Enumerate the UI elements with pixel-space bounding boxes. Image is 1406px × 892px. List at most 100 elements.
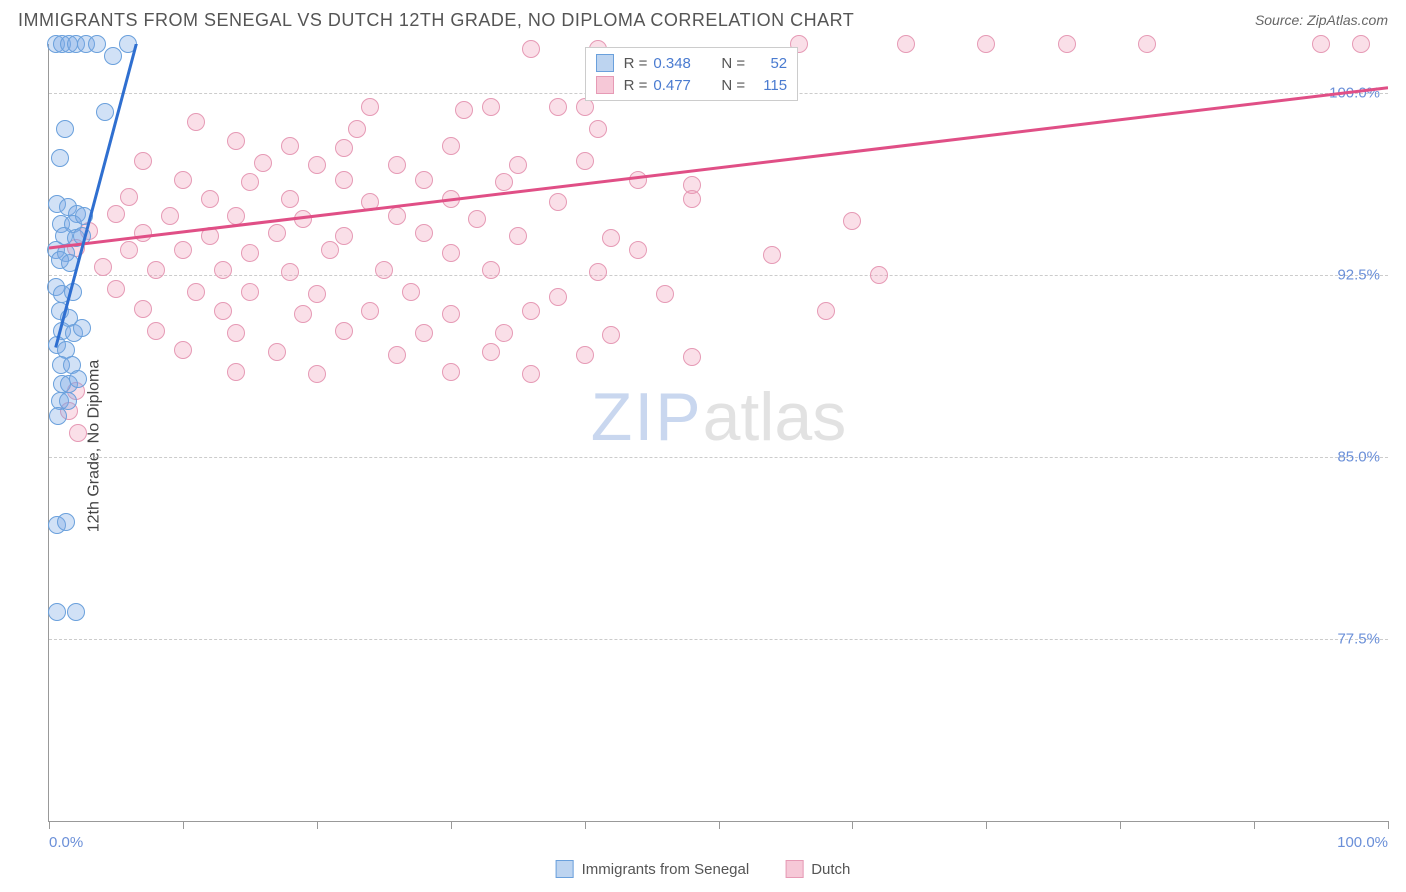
scatter-point-dutch [495,324,513,342]
chart-title: IMMIGRANTS FROM SENEGAL VS DUTCH 12TH GR… [18,10,854,31]
scatter-point-dutch [321,241,339,259]
scatter-point-senegal [75,207,93,225]
scatter-point-senegal [51,149,69,167]
stats-n-label: N = [721,77,745,94]
scatter-point-dutch [589,263,607,281]
scatter-point-senegal [64,283,82,301]
scatter-point-dutch [187,113,205,131]
legend-label-dutch: Dutch [811,861,850,878]
scatter-point-dutch [294,305,312,323]
watermark: ZIPatlas [591,378,846,456]
scatter-point-dutch [549,98,567,116]
scatter-point-dutch [308,365,326,383]
source-name: ZipAtlas.com [1307,12,1388,28]
scatter-point-dutch [629,241,647,259]
scatter-point-dutch [254,154,272,172]
stats-n-value-senegal: 52 [751,55,787,72]
scatter-point-senegal [49,407,67,425]
gridline-h [49,457,1388,458]
scatter-point-dutch [468,210,486,228]
scatter-point-dutch [375,261,393,279]
scatter-point-dutch [415,324,433,342]
scatter-point-dutch [509,227,527,245]
scatter-point-dutch [107,205,125,223]
scatter-point-dutch [134,224,152,242]
scatter-point-senegal [73,227,91,245]
y-tick-label: 85.0% [1337,448,1380,465]
scatter-point-senegal [57,513,75,531]
legend-item-dutch: Dutch [785,860,850,878]
regression-line-dutch [49,88,1388,248]
legend-label-senegal: Immigrants from Senegal [582,861,750,878]
scatter-point-dutch [415,224,433,242]
scatter-point-dutch [335,171,353,189]
scatter-point-senegal [69,370,87,388]
stats-n-value-dutch: 115 [751,77,787,94]
gridline-h [49,275,1388,276]
stats-row-dutch: R =0.477N =115 [596,74,788,96]
scatter-point-dutch [201,190,219,208]
scatter-point-senegal [96,103,114,121]
watermark-part1: ZIP [591,379,703,455]
scatter-point-dutch [495,173,513,191]
scatter-point-dutch [361,98,379,116]
scatter-point-dutch [522,302,540,320]
scatter-point-dutch [268,343,286,361]
scatter-point-dutch [602,326,620,344]
legend-swatch-dutch [785,860,803,878]
stats-n-label: N = [721,55,745,72]
scatter-point-dutch [388,346,406,364]
scatter-point-senegal [61,254,79,272]
x-tick [451,821,452,829]
scatter-point-dutch [69,424,87,442]
scatter-point-dutch [120,188,138,206]
scatter-point-dutch [107,280,125,298]
x-tick [317,821,318,829]
scatter-point-dutch [843,212,861,230]
x-tick [585,821,586,829]
scatter-point-senegal [73,319,91,337]
x-tick-label: 0.0% [49,834,83,851]
x-tick [49,821,50,829]
scatter-point-dutch [161,207,179,225]
scatter-point-dutch [281,137,299,155]
scatter-point-dutch [174,171,192,189]
scatter-point-dutch [241,244,259,262]
source-prefix: Source: [1255,12,1307,28]
scatter-point-senegal [48,603,66,621]
watermark-part2: atlas [703,379,847,455]
scatter-point-dutch [308,156,326,174]
scatter-point-dutch [348,120,366,138]
scatter-point-dutch [227,363,245,381]
scatter-point-dutch [589,120,607,138]
scatter-point-dutch [482,343,500,361]
scatter-point-dutch [335,227,353,245]
scatter-point-dutch [147,322,165,340]
scatter-point-dutch [897,35,915,53]
scatter-point-dutch [629,171,647,189]
scatter-point-dutch [281,263,299,281]
scatter-point-dutch [227,324,245,342]
x-tick-label: 100.0% [1337,834,1388,851]
scatter-point-dutch [281,190,299,208]
scatter-point-dutch [174,241,192,259]
scatter-point-dutch [817,302,835,320]
stats-swatch-dutch [596,76,614,94]
x-tick [986,821,987,829]
scatter-point-dutch [308,285,326,303]
scatter-point-dutch [241,173,259,191]
x-tick [1254,821,1255,829]
scatter-point-dutch [509,156,527,174]
stats-box: R =0.348N =52R =0.477N =115 [585,47,799,101]
scatter-point-dutch [522,40,540,58]
scatter-point-dutch [763,246,781,264]
scatter-point-dutch [442,244,460,262]
scatter-point-dutch [576,346,594,364]
scatter-point-dutch [683,348,701,366]
x-tick [1388,821,1389,829]
scatter-point-dutch [227,207,245,225]
scatter-point-senegal [67,603,85,621]
regression-lines [49,44,1388,821]
scatter-point-dutch [388,207,406,225]
scatter-point-dutch [549,193,567,211]
